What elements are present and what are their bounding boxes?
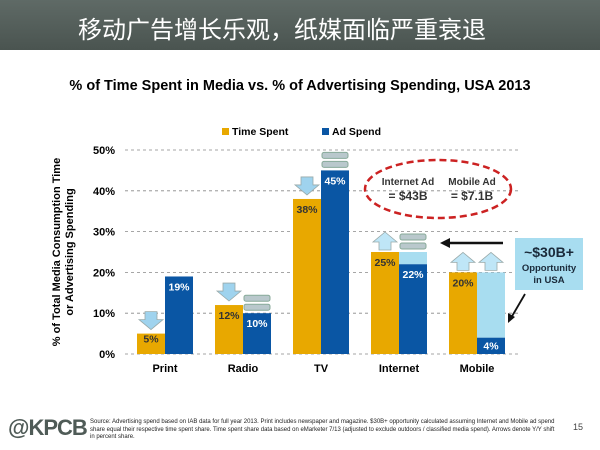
- bar-time-spent: [371, 252, 399, 354]
- y-tick-label: 30%: [93, 227, 115, 239]
- bar-ad-spend: [477, 337, 505, 354]
- equal-icon: [321, 151, 349, 159]
- pointer-line: [510, 293, 526, 319]
- y-tick-label: 10%: [93, 308, 115, 320]
- bar-ad-spend: [399, 264, 427, 354]
- bar-ad-spend: [243, 313, 271, 354]
- page-number: 15: [573, 422, 584, 432]
- x-tick-label: Mobile: [460, 363, 495, 375]
- opportunity-gap-bar: [477, 272, 505, 338]
- data-label: 25%: [374, 257, 396, 269]
- kpcb-logo: @KPCB: [8, 415, 88, 440]
- up-arrow-icon: [371, 231, 399, 251]
- equal-icon: [399, 233, 427, 241]
- opportunity-box: [515, 238, 583, 290]
- source-note: Source: Advertising spend based on IAB d…: [90, 419, 555, 440]
- x-tick-label: TV: [314, 363, 329, 375]
- y-axis-label-line2: or Advertising Spending: [64, 188, 76, 315]
- bar-time-spent: [449, 272, 477, 354]
- bar-ad-spend: [165, 276, 193, 354]
- equal-icon: [243, 303, 271, 311]
- y-tick-label: 40%: [93, 186, 115, 198]
- opportunity-gap-bar: [399, 252, 427, 265]
- legend-label: Ad Spend: [332, 126, 381, 138]
- equal-icon: [243, 294, 271, 302]
- data-label: 19%: [168, 281, 190, 293]
- data-label: 38%: [296, 204, 318, 216]
- x-tick-label: Print: [152, 363, 177, 375]
- up-arrow-icon: [477, 251, 505, 271]
- down-arrow-icon: [137, 311, 165, 331]
- legend-swatch: [222, 128, 229, 135]
- opportunity-value: ~$30B+: [524, 244, 574, 260]
- data-label: 10%: [246, 318, 268, 330]
- legend-swatch: [322, 128, 329, 135]
- data-label: 12%: [218, 310, 240, 322]
- y-tick-label: 0%: [99, 349, 115, 361]
- internet-ad-value: = $43B: [388, 189, 427, 203]
- pointer-arrow-icon: [508, 313, 515, 323]
- data-label: 5%: [143, 334, 159, 346]
- bar-ad-spend: [321, 170, 349, 354]
- down-arrow-icon: [215, 282, 243, 302]
- legend-label: Time Spent: [232, 126, 289, 138]
- y-axis-label: % of Total Media Consumption Time: [51, 158, 63, 346]
- down-arrow-icon: [293, 176, 321, 196]
- data-label: 4%: [483, 341, 499, 353]
- slide-title: 移动广告增长乐观，纸媒面临严重衰退: [78, 16, 486, 44]
- up-arrow-icon: [449, 251, 477, 271]
- equal-icon: [399, 242, 427, 250]
- data-label: 22%: [402, 269, 424, 281]
- y-tick-label: 50%: [93, 145, 115, 157]
- mobile-ad-value: = $7.1B: [451, 189, 494, 203]
- data-label: 45%: [324, 175, 346, 187]
- opportunity-text: Opportunity: [522, 263, 577, 274]
- mobile-ad-label: Mobile Ad: [448, 177, 495, 188]
- internet-ad-label: Internet Ad: [382, 177, 434, 188]
- header-band: 移动广告增长乐观，纸媒面临严重衰退: [0, 0, 600, 50]
- bar-time-spent: [137, 333, 165, 354]
- data-label: 20%: [452, 277, 474, 289]
- x-tick-label: Internet: [379, 363, 420, 375]
- bar-time-spent: [293, 198, 321, 354]
- chart-title: % of Time Spent in Media vs. % of Advert…: [69, 78, 531, 94]
- left-arrow-icon: [440, 238, 450, 248]
- highlight-ellipse: [363, 158, 513, 220]
- opportunity-text-line2: in USA: [533, 275, 564, 286]
- y-tick-label: 20%: [93, 267, 115, 279]
- x-tick-label: Radio: [228, 363, 259, 375]
- equal-icon: [321, 160, 349, 168]
- bar-time-spent: [215, 305, 243, 354]
